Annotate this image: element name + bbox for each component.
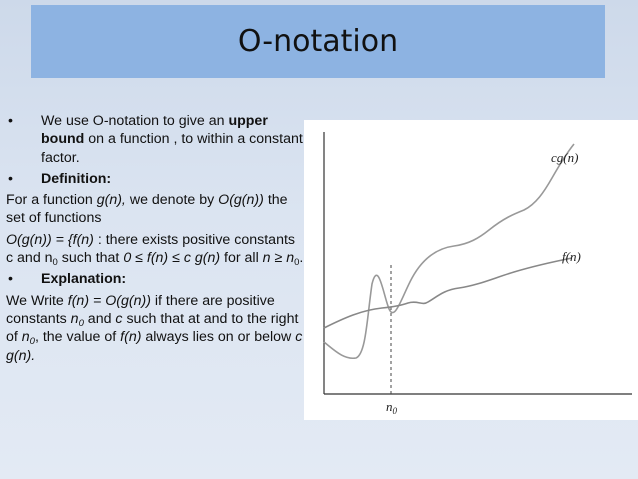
bullet-definition: • Definition:	[6, 170, 306, 188]
exp-n0-sub: 0	[78, 317, 84, 329]
n0-label: n0	[386, 399, 398, 416]
exp-text-5: , the value of	[34, 329, 121, 346]
slide-content: • We use O-notation to give an upper bou…	[6, 112, 306, 365]
set-sub-2: 0	[294, 257, 300, 269]
definition-line: For a function g(n), we denote by O(g(n)…	[6, 191, 306, 228]
exp-n0: n	[70, 310, 79, 327]
def-gn: g(n),	[96, 192, 126, 209]
exp-c: c	[115, 310, 123, 327]
set-lhs: O(g(n)) = {f(n)	[6, 231, 94, 248]
exp-n0b: n	[21, 329, 30, 346]
bullet-marker: •	[8, 271, 13, 288]
f-label: f(n)	[562, 249, 581, 264]
slide-title: O-notation	[237, 24, 399, 59]
definition-label: Definition:	[41, 170, 112, 187]
cg-label: cg(n)	[551, 150, 578, 165]
def-text: For a function	[6, 192, 97, 209]
cg-curve	[323, 143, 575, 360]
set-n-ge: n ≥ n	[262, 250, 295, 267]
bullet-marker: •	[8, 170, 13, 187]
set-definition: O(g(n)) = {f(n) : there exists positive …	[6, 231, 306, 268]
set-text: : there exists positive constants c and …	[6, 231, 295, 267]
def-text-2: we denote by	[125, 192, 219, 209]
set-text-2: such that	[57, 250, 124, 267]
exp-cgn: c g(n).	[6, 329, 303, 364]
bullet-text: We use O-notation to give an	[41, 113, 229, 129]
bullet-marker: •	[8, 113, 13, 129]
explanation-text: We Write f(n) = O(g(n)) if there are pos…	[6, 292, 306, 365]
explanation-label: Explanation:	[41, 271, 127, 288]
exp-fn: f(n)	[120, 329, 142, 346]
bullet-bold: upper bound	[41, 113, 268, 148]
asymptotic-graph: cg(n) f(n) n0	[304, 120, 638, 420]
exp-text-2: if there are positive constants	[6, 292, 275, 327]
set-text-3: for all	[220, 250, 263, 267]
exp-text-3: and	[83, 310, 116, 327]
f-curve	[323, 257, 573, 329]
set-sub: 0	[52, 257, 58, 269]
exp-text-6: always lies on or below	[141, 329, 296, 346]
graph-svg: cg(n) f(n) n0	[323, 132, 632, 416]
exp-text: We Write	[6, 292, 68, 309]
exp-text-4: such that at and to the right of	[6, 310, 299, 346]
set-text-4: .	[299, 250, 304, 267]
exp-eq: f(n) = O(g(n))	[67, 292, 151, 309]
set-inequality: 0 ≤ f(n) ≤ c g(n)	[123, 250, 221, 267]
title-bar: O-notation	[31, 5, 605, 78]
bullet-text-end: on a function , to within a constant fac…	[41, 131, 303, 166]
bullet-explanation: • Explanation:	[6, 270, 306, 288]
def-ogn: O(g(n))	[218, 192, 264, 209]
def-text-3: the set of functions	[6, 192, 288, 227]
exp-n0b-sub: 0	[29, 336, 35, 348]
bullet-upper-bound: • We use O-notation to give an upper bou…	[6, 112, 306, 167]
